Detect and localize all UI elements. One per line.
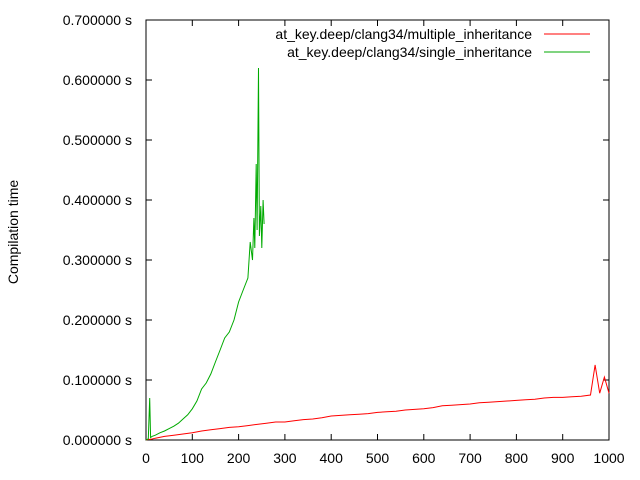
x-tick-label: 700 xyxy=(458,450,482,466)
y-tick-label: 0.500000 s xyxy=(63,132,132,148)
y-tick-label: 0.300000 s xyxy=(63,252,132,268)
y-tick-label: 0.000000 s xyxy=(63,432,132,448)
x-tick-label: 500 xyxy=(366,450,390,466)
x-tick-label: 100 xyxy=(181,450,205,466)
series-group xyxy=(145,67,610,441)
series-line-2 xyxy=(145,67,265,441)
x-tick-label: 200 xyxy=(227,450,251,466)
series-line-1 xyxy=(145,364,610,441)
y-axis: 0.000000 s 0.100000 s 0.200000 s 0.300000 s… xyxy=(63,12,609,448)
x-tick-label: 400 xyxy=(320,450,344,466)
legend-label-1: at_key.deep/clang34/multiple_inheritance xyxy=(275,26,532,42)
x-tick-label: 0 xyxy=(142,450,150,466)
y-tick-label: 0.200000 s xyxy=(63,312,132,328)
legend: at_key.deep/clang34/multiple_inheritance… xyxy=(275,26,590,60)
y-tick-label: 0.700000 s xyxy=(63,12,132,28)
y-tick-label: 0.100000 s xyxy=(63,372,132,388)
legend-label-2: at_key.deep/clang34/single_inheritance xyxy=(287,44,532,60)
x-tick-label: 1000 xyxy=(593,450,624,466)
y-tick-label: 0.600000 s xyxy=(63,72,132,88)
x-tick-label: 600 xyxy=(412,450,436,466)
y-tick-label: 0.400000 s xyxy=(63,192,132,208)
x-axis: 0 100 200 300 400 500 600 700 800 900 1000 xyxy=(142,20,625,466)
y-axis-label: Compilation time xyxy=(5,180,21,284)
x-tick-label: 900 xyxy=(551,450,575,466)
x-tick-label: 300 xyxy=(273,450,297,466)
x-tick-label: 800 xyxy=(505,450,529,466)
